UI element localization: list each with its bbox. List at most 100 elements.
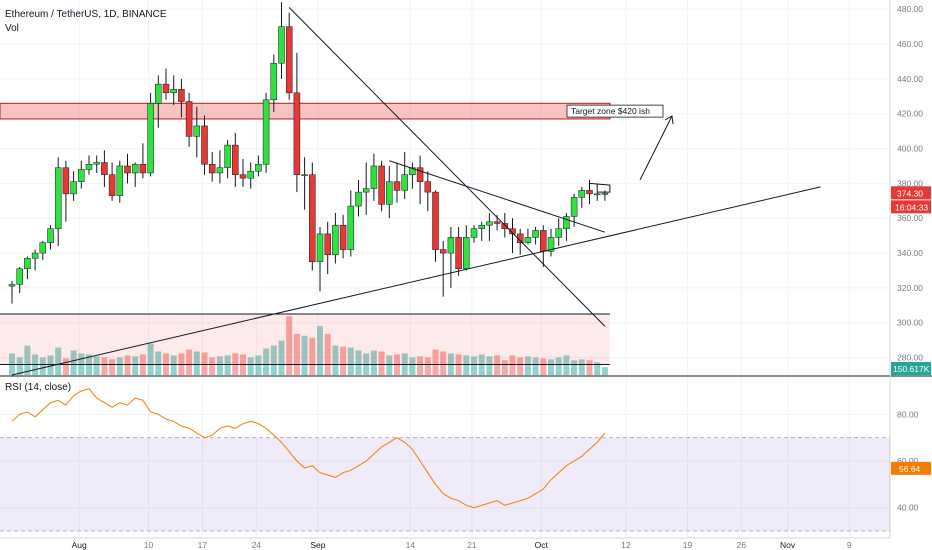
volume-legend-label[interactable]: Vol — [5, 23, 19, 34]
candle-up — [409, 167, 416, 175]
candle-down — [416, 167, 424, 182]
volume-bar — [440, 351, 447, 375]
price-tick-label: 380.00 — [897, 178, 923, 188]
candle-up — [447, 237, 455, 254]
candle-down — [540, 230, 547, 252]
trendline — [288, 7, 606, 327]
volume-bar — [555, 357, 562, 375]
candle-down — [432, 191, 439, 250]
time-tick-label: Aug — [72, 540, 87, 550]
candle-up — [16, 268, 23, 285]
volume-bar — [324, 333, 331, 375]
candle-up — [362, 188, 370, 193]
candle-up — [39, 242, 47, 254]
candle-up — [347, 205, 355, 250]
volume-badge — [891, 362, 931, 375]
candle-up — [8, 284, 16, 287]
candle-down — [455, 237, 462, 270]
candle-up — [31, 252, 39, 259]
candle-up — [355, 191, 362, 207]
time-tick-label: 19 — [683, 540, 693, 550]
volume-bar — [524, 356, 531, 375]
candle-down — [293, 92, 301, 175]
candle-down — [101, 162, 108, 175]
rsi-axis[interactable]: 40.00 60.00 80.00 — [897, 409, 919, 512]
candle-up — [155, 83, 162, 104]
volume-bar — [39, 357, 46, 375]
candle-up — [578, 190, 586, 198]
time-tick-label: 14 — [406, 540, 416, 550]
countdown-value: 16:04:33 — [895, 202, 928, 212]
candle-up — [570, 197, 578, 217]
volume-bar — [494, 355, 501, 375]
candle-down — [393, 181, 401, 191]
candle-up — [278, 26, 285, 64]
volume-bar — [509, 355, 516, 375]
candle-down — [139, 163, 147, 174]
volume-bar — [193, 351, 200, 375]
volume-bar — [263, 348, 270, 375]
candle-down — [201, 125, 208, 165]
candle-up — [555, 228, 562, 238]
volume-bar — [332, 345, 339, 375]
volume-bar — [270, 345, 277, 375]
volume-bar — [286, 316, 293, 375]
volume-bar — [340, 346, 347, 375]
candlestick-series — [8, 2, 609, 304]
candle-down — [439, 249, 447, 254]
volume-value: 150.617K — [893, 364, 930, 374]
volume-bar — [109, 359, 116, 375]
candle-up — [332, 224, 339, 256]
rsi-legend-label[interactable]: RSI (14, close) — [5, 382, 72, 393]
time-tick-label: Oct — [535, 540, 549, 550]
time-tick-label: 9 — [847, 540, 852, 550]
price-tick-label: 340.00 — [897, 248, 923, 258]
flag-box — [589, 182, 611, 193]
time-tick-label: 21 — [467, 540, 477, 550]
symbol-title[interactable]: Ethereum / TetherUS, 1D, BINANCE — [5, 9, 167, 20]
price-axis[interactable]: 280.00 300.00 320.00 340.00 360.00 380.00 400.… — [897, 4, 923, 362]
candle-down — [208, 163, 216, 174]
volume-bar — [424, 357, 431, 375]
axis-badges: 374.30 16:04:33 150.617K 56.64 — [891, 186, 931, 475]
volume-bar — [409, 357, 416, 375]
last-price-badge — [891, 186, 931, 200]
candle-up — [524, 237, 532, 243]
trendline — [11, 186, 821, 376]
time-tick-label: 26 — [737, 540, 747, 550]
volume-bar — [417, 356, 424, 375]
volume-bar — [55, 347, 62, 375]
last-price-value: 374.30 — [897, 188, 923, 198]
price-tick-label: 480.00 — [897, 4, 923, 14]
volume-bar — [186, 349, 193, 375]
price-tick-label: 420.00 — [897, 109, 923, 119]
time-tick-label: 24 — [252, 540, 262, 550]
candle-up — [193, 125, 201, 137]
rsi-tick-label: 60.00 — [897, 456, 919, 466]
volume-bar — [216, 356, 223, 375]
candle-up — [54, 167, 62, 229]
candle-up — [370, 165, 378, 189]
candle-down — [324, 233, 331, 256]
time-tick-label: 17 — [198, 540, 208, 550]
volume-bar — [155, 351, 162, 375]
volume-bar — [101, 357, 108, 375]
target-zone-box — [0, 102, 611, 120]
volume-bar — [201, 352, 208, 375]
candle-up — [224, 144, 231, 168]
candle-down — [378, 165, 385, 205]
target-zone-label-box — [566, 104, 664, 118]
rsi-band — [0, 437, 890, 531]
candle-up — [401, 174, 408, 191]
candle-up — [547, 237, 555, 252]
candle-up — [47, 228, 54, 243]
candle-up — [78, 169, 85, 182]
time-axis[interactable]: Aug 10 17 24 Sep 14 21 Oct 12 19 26 Nov 9 — [72, 540, 852, 550]
rsi-badge — [891, 461, 931, 475]
volume-bar — [124, 355, 131, 375]
volume-bar — [586, 360, 593, 375]
volume-bar — [93, 356, 100, 375]
time-tick-label: Sep — [310, 540, 325, 550]
candle-down — [162, 83, 170, 94]
